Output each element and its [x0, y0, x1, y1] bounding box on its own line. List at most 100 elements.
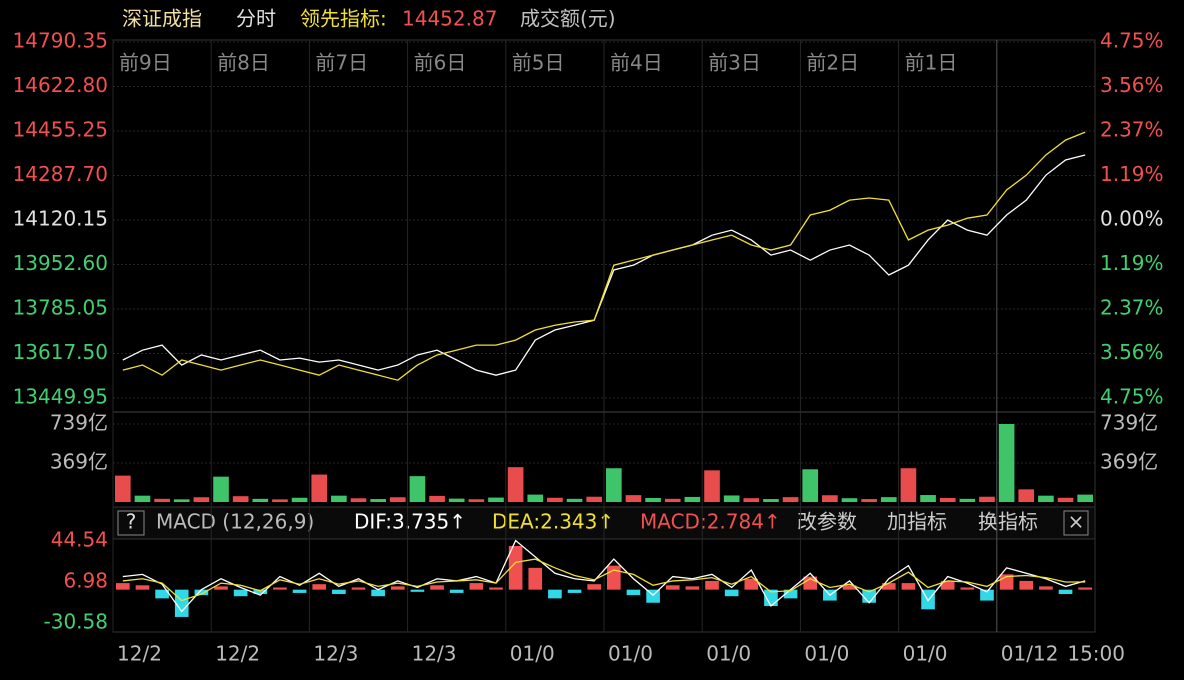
volume-bar [920, 495, 936, 502]
macd-bar [233, 589, 248, 597]
volume-bar [606, 468, 622, 502]
y-tick-label: 14120.15 [13, 207, 108, 231]
volume-bar [429, 495, 445, 502]
macd-bar [1039, 586, 1053, 590]
day-label: 前9日 [119, 51, 172, 75]
close[interactable]: × [1068, 510, 1085, 534]
x-tick-label: 12/3 [313, 642, 358, 666]
day-label: 前8日 [217, 51, 270, 75]
macd-bar [980, 589, 994, 601]
macd-bar [842, 585, 857, 590]
macd-bar [587, 584, 601, 590]
day-label: 前3日 [708, 51, 761, 75]
lead-value: 14452.87 [402, 7, 497, 31]
volume-bar [645, 497, 661, 502]
y-tick-label: 14287.70 [13, 162, 108, 186]
volume-bar [448, 498, 465, 502]
macd-bar [390, 586, 405, 590]
y2-tick-label: 4.75% [1100, 29, 1164, 53]
volume-bar [350, 498, 367, 502]
y2-tick-label: 739亿 [1100, 411, 1158, 435]
volume-bar [547, 497, 563, 502]
macd-bar [724, 589, 739, 597]
volume-bar [939, 497, 956, 502]
y-tick-label: 13449.95 [13, 385, 108, 409]
x-tick-label: 01/0 [804, 642, 849, 666]
volume-bar [664, 498, 681, 502]
volume-bar [213, 476, 229, 502]
macd-bar [273, 587, 287, 590]
y-tick-label: 44.54 [51, 528, 108, 552]
macd-bar [449, 589, 464, 593]
volume-bar [998, 424, 1015, 502]
volume-bar [704, 470, 720, 502]
volume-bar [822, 495, 838, 502]
macd-bar [116, 583, 130, 590]
y-tick-label: 6.98 [63, 569, 108, 593]
x-tick-label: 12/2 [117, 642, 162, 666]
swap-indicator[interactable]: 换指标 [978, 510, 1038, 534]
volume-bar [232, 496, 249, 502]
add-indicator[interactable]: 加指标 [887, 510, 947, 534]
macd-name: MACD (12,26,9) [156, 510, 314, 534]
volume-label: 成交额(元) [520, 7, 616, 31]
macd-label: MACD:2.784↑ [640, 510, 781, 534]
volume-bar [370, 499, 386, 502]
macd-bar [940, 580, 955, 590]
macd-bar [135, 585, 150, 590]
dif-label: DIF:3.735↑ [354, 510, 466, 534]
macd-bar [528, 567, 543, 590]
day-label: 前1日 [905, 51, 958, 75]
volume-bar [173, 499, 190, 502]
y2-tick-label: 1.19% [1100, 251, 1164, 275]
volume-bar [743, 498, 760, 502]
macd-bar [607, 565, 621, 590]
day-label: 前5日 [512, 51, 565, 75]
x-tick-label: 01/0 [608, 642, 653, 666]
help-box[interactable] [117, 510, 145, 536]
y2-tick-label: 2.37% [1100, 118, 1164, 142]
macd-bar [548, 589, 562, 599]
macd-bar [469, 583, 484, 590]
volume-bar [468, 499, 485, 502]
volume-bar [861, 499, 877, 502]
y-tick-label: 14455.25 [13, 118, 108, 142]
y-tick-label: 369亿 [50, 450, 108, 474]
volume-bar [331, 495, 347, 502]
edit-params[interactable]: 改参数 [797, 510, 857, 534]
volume-bar [409, 476, 426, 502]
macd-bar [1019, 580, 1034, 590]
macd-bar [174, 589, 189, 617]
price-line [122, 131, 1086, 381]
volume-bar [782, 497, 799, 502]
help[interactable]: ? [126, 510, 137, 534]
volume-bar [959, 498, 976, 502]
volume-bar [1038, 495, 1054, 502]
volume-bar [115, 475, 131, 502]
macd-bar [155, 589, 169, 599]
volume-bar [586, 496, 602, 502]
x-tick-label: 01/0 [706, 642, 751, 666]
volume-bar [311, 474, 328, 502]
macd-bar [430, 585, 444, 590]
day-label: 前6日 [414, 51, 467, 75]
x-tick-label: 12/2 [215, 642, 260, 666]
macd-bar [1058, 589, 1073, 595]
mode[interactable]: 分时 [236, 7, 276, 31]
macd-bar [567, 589, 582, 593]
volume-bar [134, 495, 151, 502]
price-line [122, 154, 1086, 376]
macd-bar [410, 589, 425, 592]
y2-tick-label: 369亿 [1100, 450, 1158, 474]
volume-bar [979, 496, 995, 502]
x-tick-label: 12/3 [412, 642, 457, 666]
macd-bar [783, 589, 798, 599]
close-box[interactable] [1063, 510, 1089, 536]
dea-label: DEA:2.343↑ [492, 510, 614, 534]
volume-bar [154, 498, 170, 502]
macd-bar [685, 586, 700, 590]
volume-bar [291, 497, 308, 502]
